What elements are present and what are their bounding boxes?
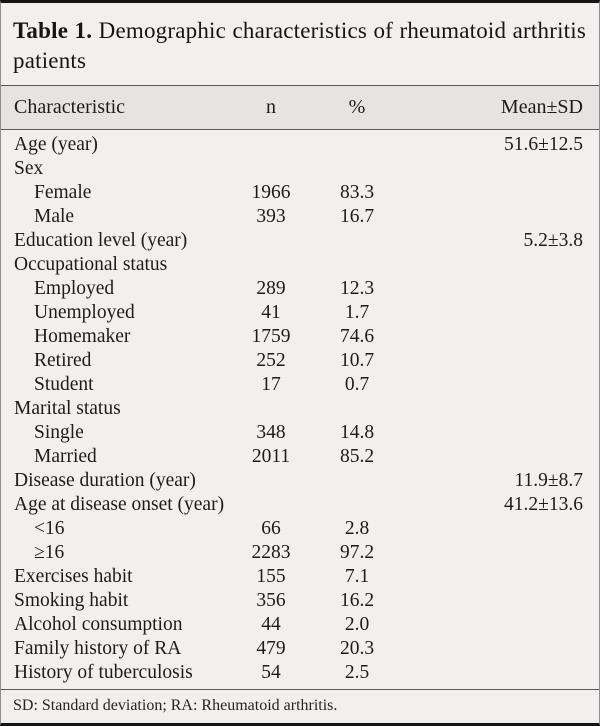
row-n-value: 155 (256, 566, 286, 587)
table-header-row: Characteristic n % Mean±SD (1, 85, 599, 130)
table-row: ≥16 2283 97.2 (1, 541, 599, 565)
row-percent-value: 97.2 (339, 542, 375, 563)
row-n-value: 1759 (251, 326, 291, 347)
row-percent-value: 2.0 (344, 614, 370, 635)
row-n-value: 2283 (251, 542, 291, 563)
row-characteristic: Homemaker (34, 326, 131, 347)
row-percent-value: 10.7 (339, 350, 375, 371)
table-body: Age (year) 51.6±12.5 Sex Female 1966 83.… (1, 130, 599, 685)
table-row: Female 1966 83.3 (1, 181, 599, 205)
row-n-value: 252 (256, 350, 286, 371)
table-row: Age (year) 51.6±12.5 (1, 133, 599, 157)
row-percent-value: 2.5 (344, 662, 370, 683)
table-row: Alcohol consumption 44 2.0 (1, 613, 599, 637)
row-n-value: 54 (261, 662, 281, 683)
row-characteristic: ≥16 (34, 542, 65, 563)
row-percent-value: 20.3 (339, 638, 375, 659)
table-row: Education level (year) 5.2±3.8 (1, 229, 599, 253)
table-row: Occupational status (1, 253, 599, 277)
row-n-value: 479 (256, 638, 286, 659)
row-characteristic: Occupational status (14, 254, 168, 275)
row-n-value: 2011 (251, 446, 291, 467)
table-row: Employed 289 12.3 (1, 277, 599, 301)
row-percent-value: 1.7 (344, 302, 370, 323)
row-n-value: 17 (261, 374, 281, 395)
column-header-mean-sd: Mean±SD (500, 96, 583, 118)
table-row: Male 393 16.7 (1, 205, 599, 229)
table-row: Single 348 14.8 (1, 421, 599, 445)
table-row: Marital status (1, 397, 599, 421)
row-characteristic: Age at disease onset (year) (14, 494, 225, 515)
table-footnote: SD: Standard deviation; RA: Rheumatoid a… (1, 689, 599, 723)
row-characteristic: Female (34, 182, 92, 203)
row-characteristic: <16 (34, 518, 65, 539)
row-percent-value: 0.7 (344, 374, 370, 395)
table-row: Smoking habit 356 16.2 (1, 589, 599, 613)
row-percent-value: 16.7 (339, 206, 375, 227)
row-percent-value: 85.2 (339, 446, 375, 467)
row-mean-sd-value: 41.2±13.6 (504, 494, 583, 515)
row-characteristic: Employed (34, 278, 115, 299)
column-header-percent: % (348, 96, 366, 118)
table-row: Family history of RA 479 20.3 (1, 637, 599, 661)
row-n-value: 66 (261, 518, 281, 539)
table-row: Sex (1, 157, 599, 181)
column-header-n: n (266, 96, 276, 118)
table-row: Disease duration (year) 11.9±8.7 (1, 469, 599, 493)
table-row: Married 2011 85.2 (1, 445, 599, 469)
row-characteristic: Student (34, 374, 94, 395)
row-characteristic: Disease duration (year) (14, 470, 196, 491)
row-characteristic: Single (34, 422, 84, 443)
row-characteristic: Smoking habit (14, 590, 129, 611)
row-n-value: 289 (256, 278, 286, 299)
row-characteristic: Exercises habit (14, 566, 133, 587)
table-title-label: Table 1. (13, 18, 93, 43)
table-title: Table 1. Demographic characteristics of … (1, 3, 599, 85)
table-row: Age at disease onset (year) 41.2±13.6 (1, 493, 599, 517)
row-characteristic: Male (34, 206, 75, 227)
row-mean-sd-value: 5.2±3.8 (523, 230, 583, 251)
row-percent-value: 2.8 (344, 518, 370, 539)
row-characteristic: Age (year) (14, 134, 98, 155)
row-characteristic: Alcohol consumption (14, 614, 183, 635)
row-characteristic: History of tuberculosis (14, 662, 193, 683)
table-row: Homemaker 1759 74.6 (1, 325, 599, 349)
table-title-text: Demographic characteristics of rheumatoi… (13, 18, 586, 73)
row-percent-value: 7.1 (344, 566, 370, 587)
row-characteristic: Retired (34, 350, 92, 371)
row-n-value: 393 (256, 206, 286, 227)
table-row: Student 17 0.7 (1, 373, 599, 397)
row-characteristic: Family history of RA (14, 638, 182, 659)
table-row: <16 66 2.8 (1, 517, 599, 541)
row-n-value: 44 (261, 614, 281, 635)
row-percent-value: 14.8 (339, 422, 375, 443)
row-percent-value: 83.3 (339, 182, 375, 203)
row-percent-value: 16.2 (339, 590, 375, 611)
row-characteristic: Unemployed (34, 302, 135, 323)
table-row: Exercises habit 155 7.1 (1, 565, 599, 589)
row-characteristic: Sex (14, 158, 44, 179)
row-mean-sd-value: 11.9±8.7 (514, 470, 583, 491)
row-n-value: 41 (261, 302, 281, 323)
row-percent-value: 74.6 (339, 326, 375, 347)
column-header-characteristic: Characteristic (14, 96, 126, 118)
row-characteristic: Education level (year) (14, 230, 188, 251)
row-n-value: 1966 (251, 182, 291, 203)
row-characteristic: Married (34, 446, 97, 467)
row-percent-value: 12.3 (339, 278, 375, 299)
row-mean-sd-value: 51.6±12.5 (504, 134, 583, 155)
table-row: History of tuberculosis 54 2.5 (1, 661, 599, 685)
row-n-value: 348 (256, 422, 286, 443)
row-n-value: 356 (256, 590, 286, 611)
table-row: Unemployed 41 1.7 (1, 301, 599, 325)
row-characteristic: Marital status (14, 398, 121, 419)
table-row: Retired 252 10.7 (1, 349, 599, 373)
